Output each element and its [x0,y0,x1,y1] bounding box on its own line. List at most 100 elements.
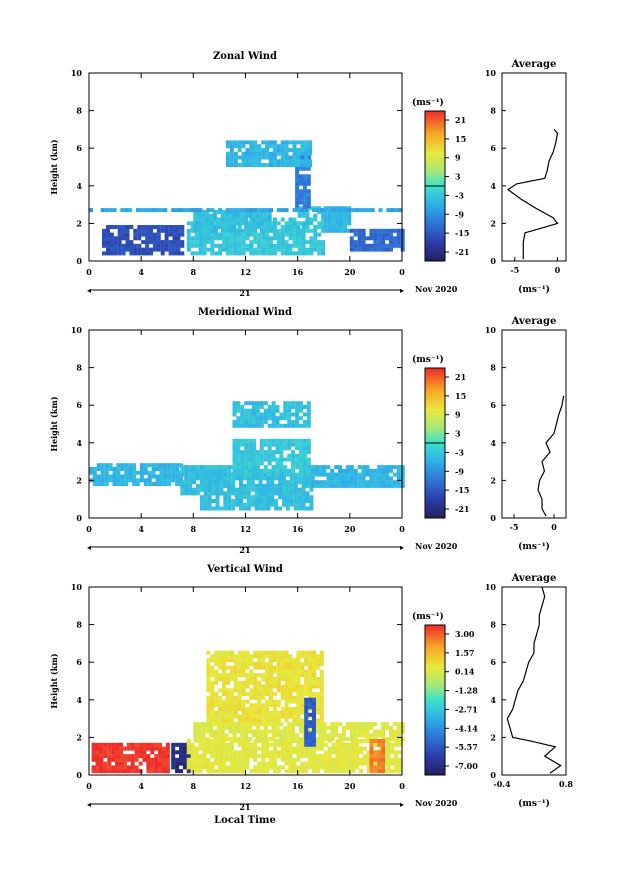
heatmap-cell [313,232,318,237]
heatmap-cell [214,703,219,708]
heatmap-cell [214,677,219,681]
heatmap-cell [302,412,307,417]
heatmap-cell [301,491,306,496]
heatmap-cell [210,673,215,678]
heatmap-cell [205,737,210,742]
heatmap-cell [248,453,253,458]
heatmap-cell [377,750,382,755]
heatmap-cell [284,251,289,256]
heatmap-cell [270,483,275,488]
heatmap-cell [267,217,272,222]
heatmap-cell [261,746,266,751]
heatmap-cell [355,761,360,766]
heatmap-cell [261,673,266,678]
heatmap-cell [288,669,293,674]
heatmap-cell [99,750,104,755]
heatmap-cell [381,765,386,770]
heatmap-cell [167,474,172,479]
heatmap-cell [186,240,191,245]
heatmap-cell [309,506,314,511]
heatmap-cell [108,208,113,213]
heatmap-cell [265,247,270,252]
heatmap-cell [242,483,247,488]
heatmap-cell [193,213,198,218]
heatmap-cell [188,472,193,477]
heatmap-cell [253,692,258,696]
heatmap-cell [305,476,310,481]
heatmap-cell [202,742,207,747]
heatmap-cell [241,662,246,666]
heatmap-cell [306,412,311,417]
heatmap-cell [263,453,268,458]
heatmap-cell [271,450,276,455]
heatmap-cell [284,673,289,678]
heatmap-cell [186,208,191,213]
heatmap-cell [210,654,215,659]
heatmap-cell [209,217,213,222]
heatmap-cell [362,746,367,751]
heatmap-cell [265,742,270,747]
heatmap-cell [240,729,245,734]
heatmap-cell [284,684,289,689]
heatmap-cell [266,499,271,503]
heatmap-cell [119,761,123,766]
heatmap-cell [261,765,266,770]
heatmap-cell [225,140,230,145]
heatmap-cell [219,506,224,511]
heatmap-cell [171,208,176,213]
heatmap-cell [241,144,246,149]
heatmap-cell [312,669,316,674]
average-frame [501,72,567,262]
heatmap-cell [296,750,301,755]
heatmap-cell [284,714,289,719]
average-frame [501,586,567,776]
heatmap-cell [249,151,254,156]
heatmap-cell [222,243,226,248]
heatmap-cell [276,144,281,149]
heatmap-cell [276,650,281,655]
heatmap-cell [154,742,159,747]
heatmap-cell [304,208,309,213]
heatmap-cell [271,412,276,417]
heatmap-cell [392,737,397,742]
heatmap-cell [201,725,206,730]
heatmap-cell [386,742,391,747]
heatmap-cell [257,148,262,152]
heatmap-cell [261,718,266,723]
heatmap-cell [147,482,152,486]
average-y-tick-label: 10 [485,582,497,592]
heatmap-cell [389,737,393,742]
heatmap-cell [361,232,366,237]
heatmap-cell [192,465,196,470]
heatmap-cell [163,474,168,479]
heatmap-cell [233,662,238,666]
heatmap-cell [232,217,237,222]
heatmap-cell [272,251,277,256]
colorbar-tick-label: 1.57 [455,648,474,658]
heatmap-cell [103,746,108,751]
heatmap-cell [274,506,279,511]
heatmap-cell [175,757,180,762]
heatmap-cell [308,761,313,766]
heatmap-cell [353,228,358,233]
heatmap-cell [377,240,382,245]
heatmap-cell [252,423,256,428]
heatmap-cell [331,761,336,766]
heatmap-cell [246,487,251,492]
heatmap-cell [304,727,309,732]
heatmap-cell [283,442,288,447]
colorbar-tick-label: 3.00 [455,629,475,639]
y-tick-label: 6 [76,400,82,410]
heatmap-cell [304,712,309,717]
heatmap-cell [292,225,297,229]
heatmap-cell [306,181,311,186]
heatmap-cell [347,217,352,222]
heatmap-cell [195,465,200,470]
heatmap-cell [249,144,254,149]
heatmap-cell [288,757,293,762]
heatmap-cell [317,221,322,226]
heatmap-cell [389,247,393,252]
heatmap-cell [263,438,268,443]
heatmap-cell [287,442,292,447]
heatmap-cell [193,217,198,222]
